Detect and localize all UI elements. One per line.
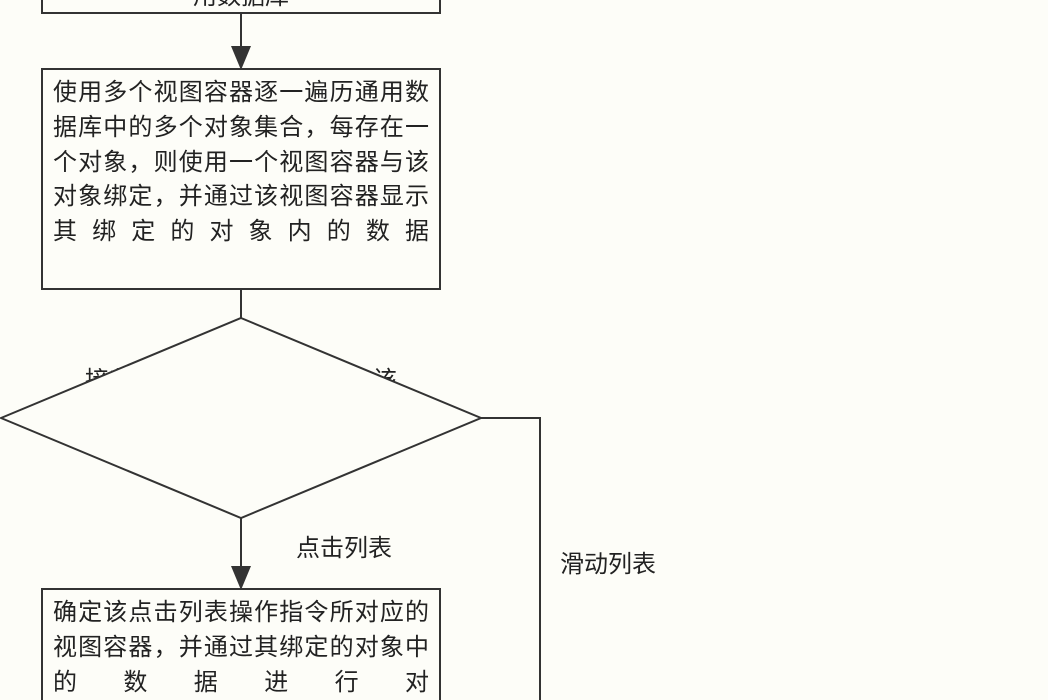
process-box-click-text: 确定该点击列表操作指令所对应的视图容器，并通过其绑定的对象中的数据进行对 [53, 600, 429, 696]
process-box-traverse: 使用多个视图容器逐一遍历通用数据库中的多个对象集合，每存在一个对象，则使用一个视… [41, 68, 441, 290]
label-slide-list: 滑动列表 [560, 544, 656, 579]
decision-line-2: 操作指令的类型是点击列表还 [61, 399, 421, 433]
process-box-top-fragment: 用数据库 [41, 0, 441, 14]
decision-line-1: 接收来自用户的操作指令，该 [61, 365, 421, 399]
decision-line-3: 是滑动列表？ [61, 432, 421, 466]
process-box-click-handler: 确定该点击列表操作指令所对应的视图容器，并通过其绑定的对象中的数据进行对 [41, 588, 441, 700]
process-box-top-text: 用数据库 [193, 0, 289, 10]
label-click-list: 点击列表 [296, 528, 392, 563]
edge-decision-slide [481, 418, 540, 700]
process-box-traverse-text: 使用多个视图容器逐一遍历通用数据库中的多个对象集合，每存在一个对象，则使用一个视… [53, 80, 429, 245]
decision-text: 接收来自用户的操作指令，该 操作指令的类型是点击列表还 是滑动列表？ [61, 365, 421, 466]
flowchart-canvas: 用数据库 使用多个视图容器逐一遍历通用数据库中的多个对象集合，每存在一个对象，则… [0, 0, 1048, 700]
